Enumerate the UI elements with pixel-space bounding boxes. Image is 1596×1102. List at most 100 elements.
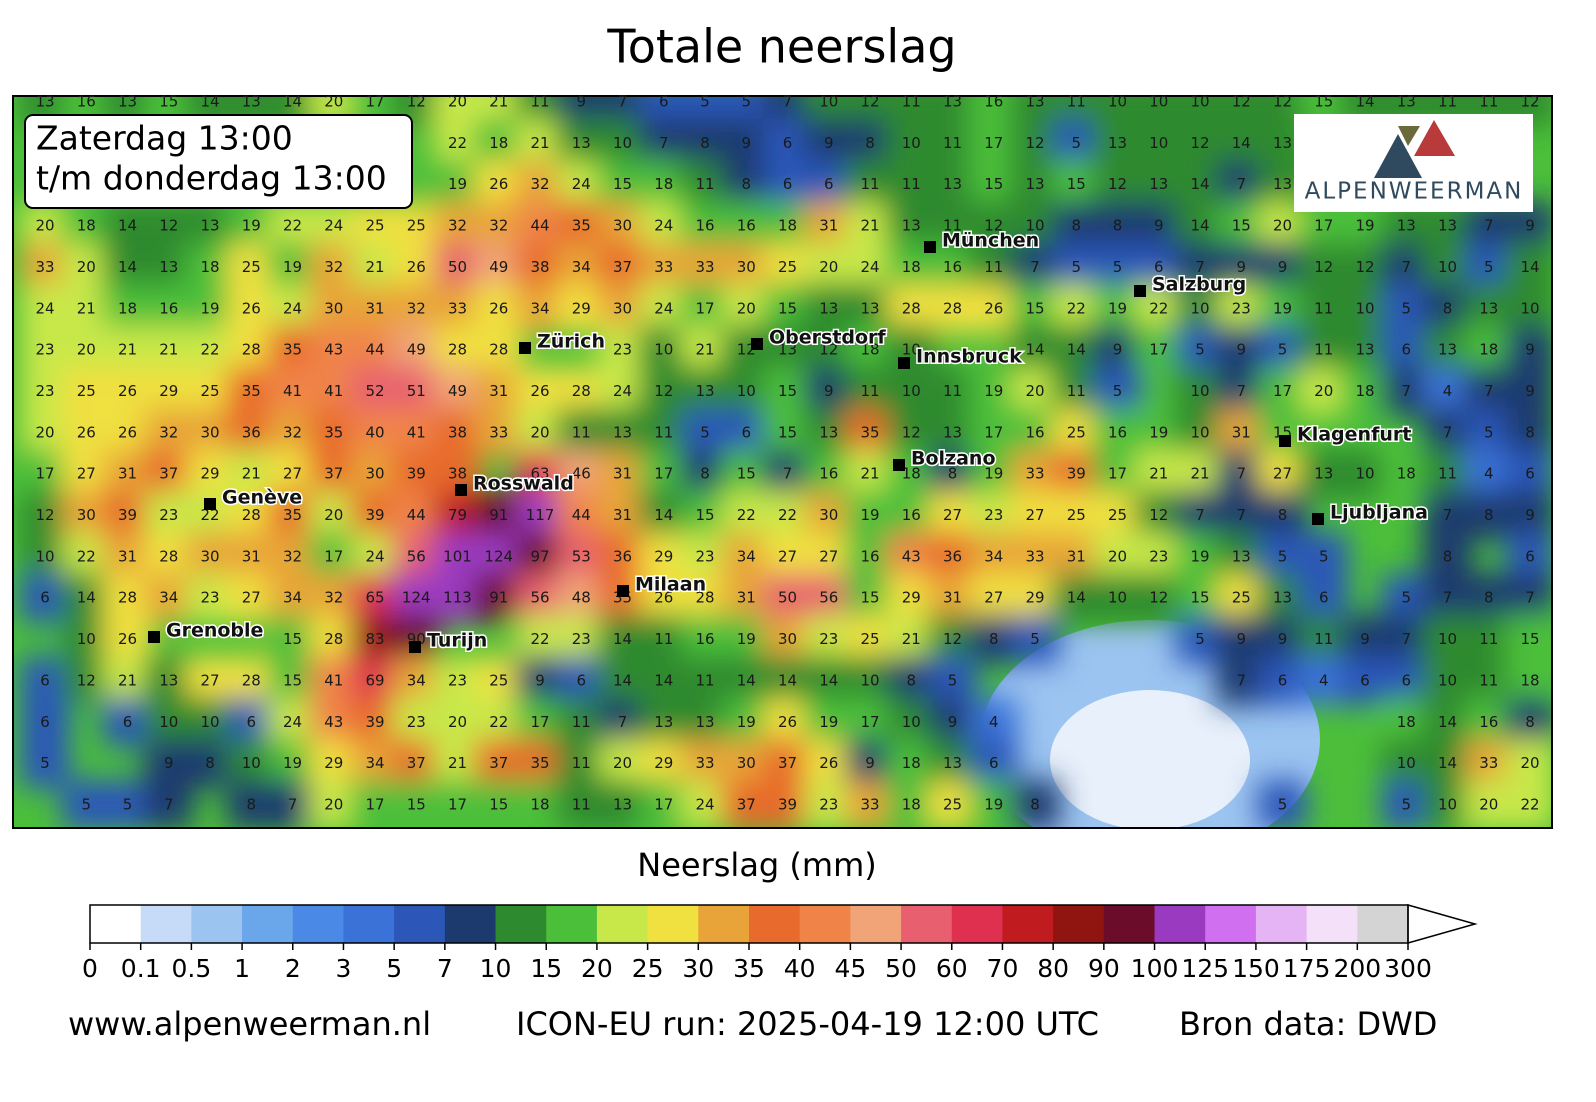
- city-label: Zürich: [537, 331, 605, 353]
- precip-cell: [20, 532, 70, 582]
- grid-value: 23: [572, 630, 591, 648]
- grid-value: 15: [1190, 589, 1209, 607]
- grid-value: 25: [77, 382, 96, 400]
- precip-cell: [1175, 201, 1225, 251]
- precip-cell: [927, 449, 978, 499]
- precip-cell: [20, 201, 70, 251]
- precip-cell: [474, 738, 524, 789]
- precip-cell: [267, 697, 318, 747]
- precip-cell: [1175, 449, 1225, 499]
- grid-value: 24: [654, 299, 673, 317]
- precip-cell: [597, 325, 648, 375]
- grid-value: 9: [1278, 258, 1288, 276]
- precip-cell: [1092, 242, 1143, 293]
- precip-cell: [391, 780, 441, 828]
- precip-cell: [639, 242, 689, 293]
- precip-cell: [1505, 780, 1552, 828]
- precip-cell: [309, 449, 359, 499]
- precip-cell: [556, 490, 606, 541]
- precip-cell: [226, 408, 276, 458]
- precip-cell: [927, 573, 978, 623]
- grid-value: 26: [778, 713, 797, 731]
- grid-value: 15: [283, 671, 302, 689]
- precip-cell: [1134, 532, 1184, 582]
- precip-cell: [597, 366, 648, 417]
- precip-cell: [1010, 449, 1060, 499]
- grid-value: 35: [283, 506, 302, 524]
- precip-cell: [1464, 780, 1514, 828]
- grid-value: 56: [819, 589, 838, 607]
- precip-cell: [1010, 242, 1060, 293]
- precip-cell: [886, 573, 936, 623]
- grid-value: 19: [1190, 547, 1209, 565]
- precip-cell: [474, 160, 524, 210]
- precip-cell: [102, 490, 153, 541]
- precip-cell: [886, 118, 936, 169]
- precip-cell: [1381, 614, 1431, 665]
- precip-cell: [556, 780, 606, 828]
- precip-cell: [639, 408, 689, 458]
- precip-cell: [515, 532, 565, 582]
- grid-value: 30: [365, 465, 384, 483]
- grid-value: 30: [819, 506, 838, 524]
- grid-value: 10: [77, 630, 96, 648]
- grid-value: 8: [865, 134, 875, 152]
- precip-cell: [185, 738, 235, 789]
- precip-cell: [309, 325, 359, 375]
- grid-value: 11: [654, 630, 673, 648]
- grid-value: 17: [35, 465, 54, 483]
- colorbar-segment: [495, 905, 547, 943]
- grid-value: 5: [1071, 134, 1081, 152]
- city-marker: [409, 641, 421, 653]
- grid-value: 13: [943, 754, 962, 772]
- precip-cell: [639, 656, 689, 706]
- grid-value: 8: [205, 754, 215, 772]
- precip-cell: [1381, 284, 1431, 334]
- precip-cell: [1134, 201, 1184, 251]
- precip-cell: [927, 408, 978, 458]
- precip-cell: [721, 160, 771, 210]
- precip-cell: [1422, 490, 1473, 541]
- grid-value: 29: [654, 547, 673, 565]
- grid-value: 18: [1397, 713, 1416, 731]
- grid-value: 7: [659, 134, 669, 152]
- colorbar-tick-label: 7: [437, 954, 453, 983]
- grid-value: 39: [365, 713, 384, 731]
- precip-cell: [680, 532, 730, 582]
- precip-cell: [845, 325, 895, 375]
- grid-value: 10: [1149, 134, 1168, 152]
- precip-cell: [680, 449, 730, 499]
- grid-value: 25: [365, 217, 384, 235]
- grid-value: 13: [1438, 217, 1457, 235]
- grid-value: 56: [407, 547, 426, 565]
- precip-cell: [1175, 118, 1225, 169]
- grid-value: 13: [1232, 547, 1251, 565]
- precip-cell: [1092, 366, 1143, 417]
- grid-value: 13: [860, 299, 879, 317]
- precip-cell: [804, 532, 854, 582]
- grid-value: 13: [572, 134, 591, 152]
- precip-cell: [969, 160, 1019, 210]
- precip-cell: [226, 573, 276, 623]
- precip-cell: [144, 738, 194, 789]
- precip-cell: [226, 656, 276, 706]
- grid-value: 22: [489, 713, 508, 731]
- grid-value: 25: [1108, 506, 1127, 524]
- grid-value: 44: [572, 506, 591, 524]
- precip-cell: [267, 656, 318, 706]
- grid-value: 7: [1401, 258, 1411, 276]
- grid-value: 29: [902, 589, 921, 607]
- grid-value: 44: [407, 506, 426, 524]
- precip-cell: [762, 366, 813, 417]
- precip-cell: [515, 160, 565, 210]
- precip-cell: [102, 780, 153, 828]
- grid-value: 20: [1314, 382, 1333, 400]
- grid-value: 30: [200, 547, 219, 565]
- precip-cell: [474, 284, 524, 334]
- precip-cell: [886, 160, 936, 210]
- precip-cell: [61, 325, 111, 375]
- grid-value: 6: [783, 175, 793, 193]
- grid-value: 28: [572, 382, 591, 400]
- precip-cell: [1010, 780, 1060, 828]
- grid-value: 18: [1479, 341, 1498, 359]
